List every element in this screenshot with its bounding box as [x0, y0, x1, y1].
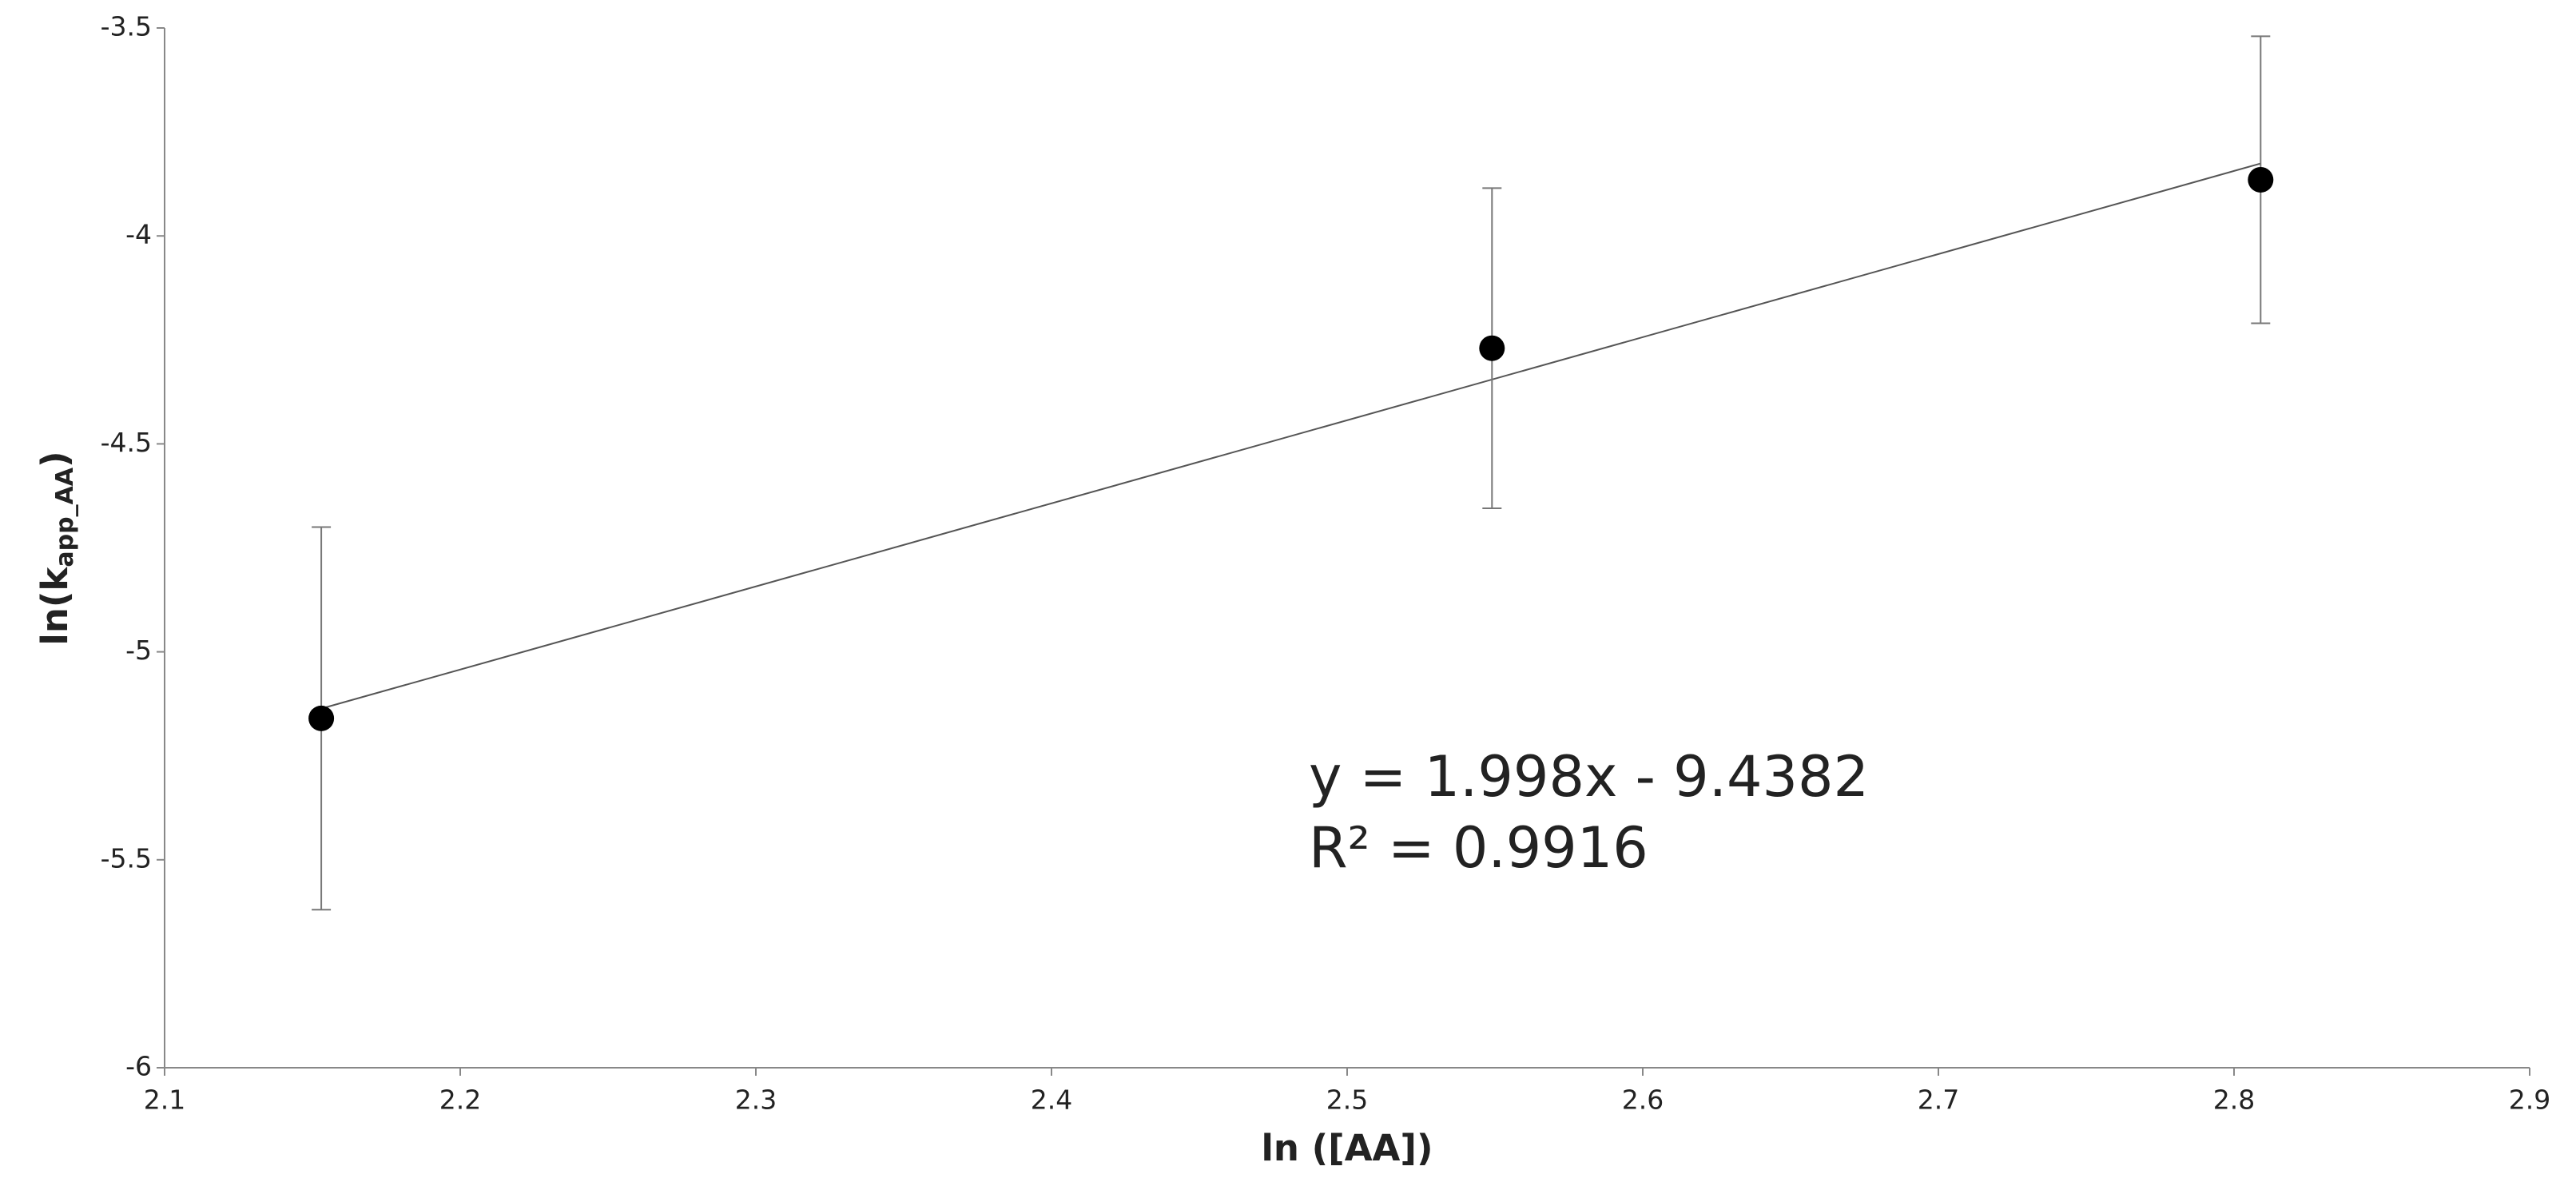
- y-axis-label: ln(kapp_AA): [34, 451, 79, 645]
- x-tick-label: 2.9: [2509, 1085, 2550, 1116]
- y-label-sub: app_AA: [51, 467, 79, 567]
- x-tick-label: 2.7: [1918, 1085, 1959, 1116]
- x-tick-label: 2.3: [735, 1085, 777, 1116]
- point: [1479, 335, 1505, 361]
- x-tick-label: 2.2: [439, 1085, 481, 1116]
- y-tick-label: -3.5: [101, 11, 152, 42]
- x-tick-label: 2.6: [1622, 1085, 1664, 1116]
- y-label-part: ): [34, 451, 76, 468]
- y-label-part: ln(k: [34, 567, 76, 646]
- r-squared: R² = 0.9916: [1309, 815, 1648, 881]
- x-axis-label: ln ([AA]): [1261, 1127, 1433, 1169]
- y-tick-label: -6: [125, 1051, 152, 1082]
- equation: y = 1.998x - 9.4382: [1309, 744, 1869, 810]
- x-tick-label: 2.4: [1031, 1085, 1072, 1116]
- y-tick-label: -5: [125, 635, 152, 666]
- trendline: [320, 162, 2261, 710]
- y-tick-label: -4.5: [101, 427, 152, 458]
- point: [308, 705, 335, 731]
- x-tick-label: 2.5: [1326, 1085, 1368, 1116]
- point: [2248, 166, 2274, 193]
- y-tick-label: -5.5: [101, 842, 152, 874]
- x-tick-label: 2.1: [144, 1085, 185, 1116]
- y-tick-label: -4: [125, 219, 152, 250]
- x-tick-label: 2.8: [2213, 1085, 2255, 1116]
